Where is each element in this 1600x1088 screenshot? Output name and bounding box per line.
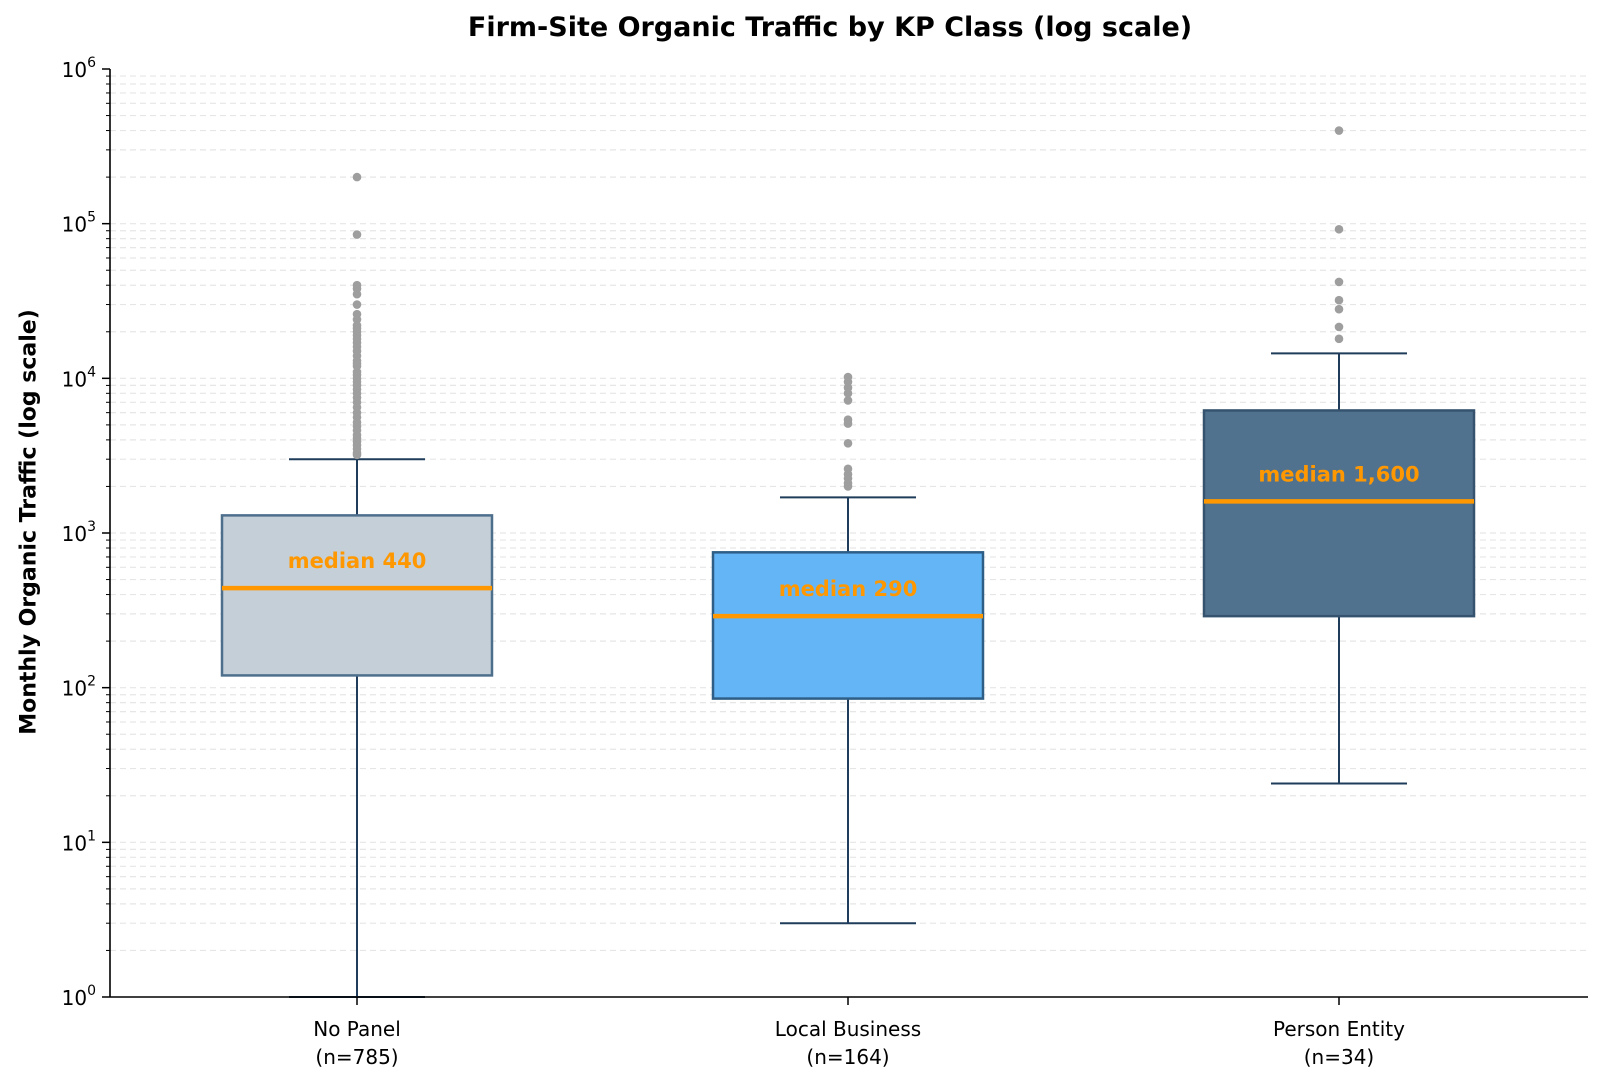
outlier-point — [352, 230, 362, 239]
box-iqr — [711, 551, 985, 700]
y-tick-label: 105 — [62, 210, 96, 237]
outlier-point — [843, 389, 853, 398]
box-layer: median 440 median 290 median 1,600 — [220, 126, 1476, 998]
axis-layer: No Panel (n=785) Local Business (n=164) Pers… — [62, 55, 1588, 1069]
outlier-point — [1334, 334, 1344, 344]
outlier-point — [843, 377, 853, 387]
median-label: median 290 — [779, 577, 918, 601]
y-tick-label: 100 — [62, 983, 96, 1010]
outlier-point — [1334, 322, 1344, 332]
outlier-point — [352, 450, 362, 460]
outlier-point — [1334, 277, 1344, 287]
median-label: median 440 — [288, 549, 427, 573]
x-tick-sublabel: (n=34) — [1304, 1045, 1375, 1069]
y-tick-label: 106 — [62, 55, 96, 82]
outlier-point — [843, 439, 853, 448]
y-tick-label: 104 — [62, 364, 96, 391]
box-group-person-entity: median 1,600 — [1202, 126, 1476, 785]
x-tick-sublabel: (n=785) — [315, 1045, 398, 1069]
box-group-no-panel: median 440 — [220, 172, 494, 998]
outlier-point — [843, 396, 853, 405]
outlier-point — [1334, 304, 1344, 314]
box-iqr — [1202, 409, 1476, 618]
outlier-point — [1334, 126, 1344, 135]
outlier-point — [352, 289, 362, 299]
outlier-point — [1334, 295, 1344, 305]
outlier-point — [352, 172, 362, 182]
outlier-point — [1334, 224, 1344, 234]
x-tick-sublabel: (n=164) — [806, 1045, 889, 1069]
outlier-point — [352, 300, 362, 309]
box-group-local-business: median 290 — [711, 372, 985, 925]
outlier-point — [843, 482, 853, 491]
outlier-point — [843, 419, 853, 428]
y-tick-label: 101 — [62, 828, 96, 855]
x-tick-label: Local Business — [775, 1017, 921, 1041]
x-tick-label: Person Entity — [1273, 1017, 1405, 1041]
y-tick-label: 103 — [62, 519, 96, 546]
y-tick-label: 102 — [62, 674, 96, 701]
median-label: median 1,600 — [1258, 462, 1419, 486]
chart-title: Firm-Site Organic Traffic by KP Class (l… — [467, 12, 1193, 43]
x-tick-label: No Panel — [313, 1017, 401, 1041]
box-iqr — [220, 514, 494, 677]
